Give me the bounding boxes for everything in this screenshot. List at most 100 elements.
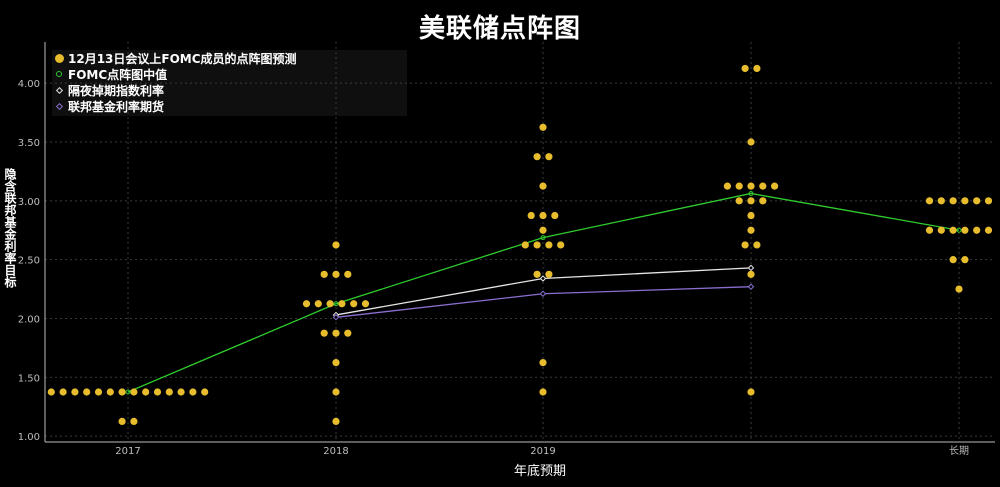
fomc-dot	[189, 388, 197, 396]
fomc-dot	[130, 388, 138, 396]
fomc-dot	[961, 226, 969, 234]
fomc-dot	[338, 300, 346, 308]
fomc-dot	[545, 241, 553, 249]
fomc-dot	[201, 388, 209, 396]
fomc-dot	[984, 226, 993, 234]
fomc-dot	[539, 226, 547, 234]
fomc-dot	[332, 329, 340, 337]
fomc-dot	[771, 182, 779, 190]
y-tick-label: 3.00	[18, 197, 40, 208]
fomc-dot	[747, 182, 755, 190]
fomc-dot	[955, 285, 963, 293]
median-point	[333, 301, 339, 307]
fomc-dot	[937, 226, 945, 234]
fomc-dot	[344, 329, 352, 337]
fomc-dot	[302, 300, 311, 308]
fomc-dot	[973, 197, 981, 205]
fomc-dot	[539, 211, 547, 220]
fomc-dot	[961, 256, 969, 264]
fomc-dot	[521, 241, 529, 249]
fomc-dot	[753, 241, 761, 249]
fomc-dot	[106, 388, 114, 396]
x-tick-label: 长期	[949, 445, 969, 457]
fomc-dot	[539, 123, 547, 131]
fomc-dot	[759, 197, 767, 205]
fomc-dot	[759, 182, 767, 190]
fomc-dot	[753, 64, 761, 73]
fomc-dot	[533, 270, 541, 278]
legend-dot-icon	[52, 53, 66, 63]
fomc-dot	[527, 211, 535, 220]
fomc-dot	[937, 197, 945, 205]
legend-diamond-icon	[52, 102, 66, 110]
y-tick-label: 2.50	[18, 256, 40, 267]
legend-diamond-icon	[52, 86, 66, 94]
fomc-dot	[71, 388, 79, 396]
fomc-dot	[747, 270, 755, 278]
fomc-dot	[747, 197, 755, 205]
fomc-dot	[130, 417, 138, 426]
median-point	[540, 235, 546, 241]
series-point	[332, 314, 340, 321]
fomc-dot	[925, 226, 934, 234]
fomc-dot	[949, 226, 957, 234]
y-tick-label: 1.50	[18, 373, 40, 384]
legend-label: FOMC点阵图中值	[68, 67, 168, 82]
fomc-dot	[961, 197, 969, 205]
fomc-dot	[59, 388, 67, 396]
fomc-dot	[314, 300, 322, 308]
median-point	[748, 190, 754, 196]
fomc-dot	[326, 300, 334, 308]
fomc-dot	[361, 300, 370, 308]
fomc-dot	[741, 64, 749, 73]
legend-item-overnight: 隔夜掉期指数利率	[52, 82, 407, 98]
fomc-dot	[551, 211, 559, 220]
fomc-dot	[557, 241, 565, 249]
fomc-dot	[332, 417, 340, 426]
fomc-dot	[984, 197, 993, 205]
y-tick-label: 1.00	[18, 432, 40, 443]
fomc-dot	[533, 241, 541, 249]
fomc-dot	[545, 153, 553, 161]
fomc-dot	[332, 388, 340, 396]
fomc-dot	[153, 388, 162, 396]
median-point	[125, 389, 131, 395]
fomc-dot	[735, 197, 743, 205]
fomc-dot	[332, 270, 340, 278]
chart-title: 美联储点阵图	[418, 14, 581, 44]
fomc-dot	[47, 388, 55, 396]
median-point	[956, 227, 962, 233]
legend-ring-icon	[52, 71, 66, 77]
fomc-dot	[332, 358, 340, 367]
legend-label: 12月13日会议上FOMC成员的点阵图预测	[68, 51, 297, 66]
median-line	[127, 192, 960, 393]
legend: 12月13日会议上FOMC成员的点阵图预测 FOMC点阵图中值 隔夜掉期指数利率…	[52, 50, 407, 116]
fomc-dot	[350, 300, 358, 308]
fomc-dot	[747, 138, 755, 146]
fomc-dot	[83, 388, 91, 396]
fomc-dot	[94, 388, 103, 396]
legend-label: 隔夜掉期指数利率	[68, 83, 165, 98]
fomc-dot	[949, 256, 957, 264]
legend-item-median: FOMC点阵图中值	[52, 66, 407, 82]
series-point	[747, 283, 755, 290]
fomc-dot	[142, 388, 150, 396]
fomc-dot	[747, 211, 755, 220]
fomc-dot	[747, 388, 755, 396]
fomc-dot	[165, 388, 173, 396]
fomc-dot	[118, 388, 126, 396]
fomc-dot	[533, 153, 541, 161]
legend-item-dots: 12月13日会议上FOMC成员的点阵图预测	[52, 50, 407, 66]
fomc-dot	[332, 241, 340, 249]
fomc-dot	[973, 226, 981, 234]
fomc-dot	[735, 182, 743, 190]
gridlines	[45, 42, 995, 442]
fomc-dot	[949, 197, 957, 205]
fomc-dot	[539, 182, 547, 190]
fomc-dot	[344, 270, 352, 278]
fomc-dot	[118, 417, 126, 426]
fomc-dot	[320, 329, 328, 337]
y-tick-label: 3.50	[18, 138, 40, 149]
x-tick-label: 2017	[115, 446, 140, 457]
